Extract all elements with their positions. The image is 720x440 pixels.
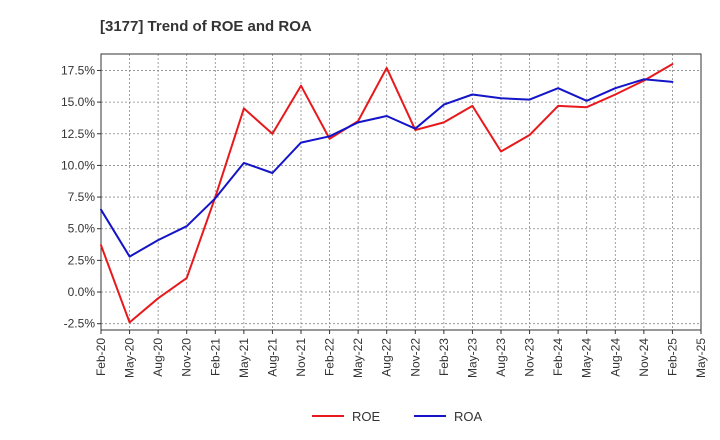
- y-tick-label: 2.5%: [68, 253, 96, 267]
- series-line-roe: [100, 63, 674, 324]
- legend-label-roe: ROE: [352, 409, 381, 424]
- plot-area-frame: [100, 53, 702, 331]
- y-tick-label: 12.5%: [61, 127, 95, 141]
- x-tick-label: Feb-24: [551, 338, 565, 376]
- legend-label-roa: ROA: [454, 409, 483, 424]
- x-tick-label: Nov-23: [523, 338, 537, 377]
- y-tick-label: 15.0%: [61, 95, 95, 109]
- x-tick-label: Nov-21: [294, 338, 308, 377]
- x-tick-label: May-21: [237, 338, 251, 378]
- axes: -2.5% 0.0% 2.5% 5.0% 7.5% 10.0% 12.5% 15.0% 17.5…: [61, 63, 708, 378]
- y-tick-label: 7.5%: [68, 190, 96, 204]
- y-tick-label: 0.0%: [68, 285, 96, 299]
- x-tick-label: Aug-21: [265, 338, 279, 377]
- x-tick-label: Aug-20: [151, 338, 165, 377]
- x-tick-label: Aug-22: [380, 338, 394, 377]
- x-tick-label: Nov-24: [637, 338, 651, 377]
- x-tick-label: Feb-21: [208, 338, 222, 376]
- x-tick-label: Nov-22: [408, 338, 422, 377]
- chart-title: [3177] Trend of ROE and ROA: [100, 18, 312, 35]
- grid: [101, 54, 701, 330]
- series-line-roa: [100, 78, 674, 258]
- x-tick-label: Feb-25: [665, 338, 679, 376]
- x-tick-label: May-23: [465, 338, 479, 378]
- legend: ROE ROA: [312, 409, 483, 424]
- x-tick-label: Aug-23: [494, 338, 508, 377]
- x-tick-label: Feb-22: [323, 338, 337, 376]
- y-tick-label: -2.5%: [64, 317, 96, 331]
- y-tick-label: 10.0%: [61, 158, 95, 172]
- x-tick-label: May-22: [351, 338, 365, 378]
- y-tick-label: 5.0%: [68, 222, 96, 236]
- y-tick-label: 17.5%: [61, 63, 95, 77]
- x-tick-label: Feb-23: [437, 338, 451, 376]
- x-tick-label: Feb-20: [94, 338, 108, 376]
- x-tick-label: May-24: [580, 338, 594, 378]
- x-tick-label: May-20: [123, 338, 137, 378]
- x-tick-label: Aug-24: [608, 338, 622, 377]
- x-tick-label: Nov-20: [180, 338, 194, 377]
- x-tick-label: May-25: [694, 338, 708, 378]
- series-lines: [100, 63, 674, 324]
